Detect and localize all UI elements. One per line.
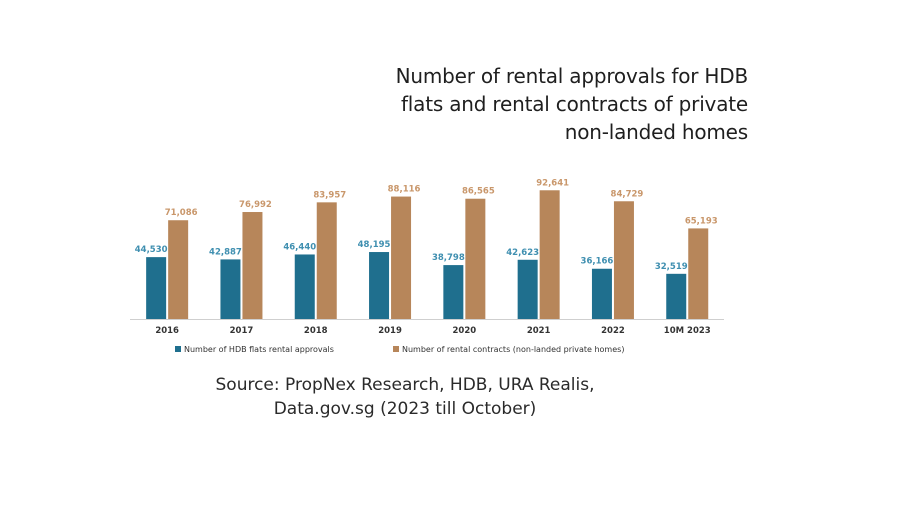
data-label-hdb: 44,530 xyxy=(135,245,168,255)
chart-title-line-2: flats and rental contracts of private xyxy=(400,92,748,116)
bar-hdb-2016 xyxy=(146,257,167,319)
data-label-private: 86,565 xyxy=(462,187,495,197)
chart-title-line-3: non-landed homes xyxy=(564,120,748,144)
bar-hdb-2017 xyxy=(220,259,241,319)
data-label-hdb: 36,166 xyxy=(581,257,614,267)
bar-private-2019 xyxy=(391,196,412,319)
bar-hdb-2019 xyxy=(369,252,390,319)
data-label-private: 83,957 xyxy=(313,190,346,200)
data-label-hdb: 38,798 xyxy=(432,253,465,263)
x-tick-label: 2018 xyxy=(304,326,328,336)
bar-hdb-2018 xyxy=(294,254,315,319)
data-label-hdb: 46,440 xyxy=(283,242,316,252)
data-label-private: 92,641 xyxy=(536,178,569,188)
x-tick-label: 2016 xyxy=(155,326,179,336)
x-tick-label: 10M 2023 xyxy=(664,326,711,336)
data-label-private: 71,086 xyxy=(165,208,198,218)
source-note: Source: PropNex Research, HDB, URA Reali… xyxy=(150,373,660,421)
legend-label-hdb: Number of HDB flats rental approvals xyxy=(184,345,334,354)
bar-hdb-2022 xyxy=(591,268,612,319)
bar-private-2020 xyxy=(465,198,486,319)
source-line-2: Data.gov.sg (2023 till October) xyxy=(273,399,537,419)
x-tick-label: 2019 xyxy=(378,326,402,336)
legend-label-private: Number of rental contracts (non-landed p… xyxy=(402,345,624,354)
legend-swatch-hdb xyxy=(175,346,181,352)
bar-private-10m-2023 xyxy=(688,228,709,319)
data-label-hdb: 48,195 xyxy=(358,240,391,250)
x-tick-label: 2017 xyxy=(230,326,254,336)
chart-title-line-1: Number of rental approvals for HDB xyxy=(395,64,749,88)
x-tick-label: 2022 xyxy=(601,326,625,336)
data-label-private: 84,729 xyxy=(611,189,644,199)
bar-private-2017 xyxy=(242,212,263,319)
data-label-private: 88,116 xyxy=(388,185,421,195)
bar-hdb-2021 xyxy=(517,259,538,319)
bar-private-2016 xyxy=(168,220,189,319)
data-label-hdb: 42,623 xyxy=(506,248,539,258)
chart-title: Number of rental approvals for HDB flats… xyxy=(270,62,749,146)
bar-private-2021 xyxy=(539,190,560,319)
x-tick-label: 2020 xyxy=(453,326,477,336)
data-label-private: 65,193 xyxy=(685,216,718,226)
bar-private-2018 xyxy=(316,202,337,319)
bar-hdb-2020 xyxy=(443,265,464,319)
legend-swatch-private xyxy=(393,346,399,352)
x-tick-label: 2021 xyxy=(527,326,551,336)
data-label-private: 76,992 xyxy=(239,200,272,210)
bar-hdb-10m-2023 xyxy=(666,273,687,319)
data-label-hdb: 32,519 xyxy=(655,262,688,272)
bar-private-2022 xyxy=(613,201,634,319)
source-line-1: Source: PropNex Research, HDB, URA Reali… xyxy=(215,375,595,395)
data-label-hdb: 42,887 xyxy=(209,247,242,257)
